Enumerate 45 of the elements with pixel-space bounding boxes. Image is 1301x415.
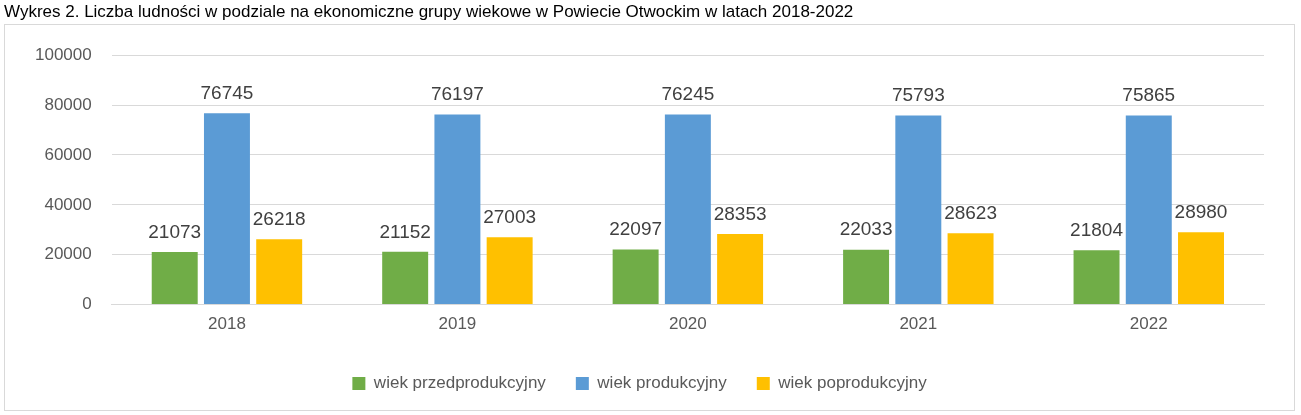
data-label: 22097: [609, 218, 663, 240]
x-tick-label: 2020: [668, 314, 707, 334]
x-tick-label: 2021: [899, 314, 938, 334]
bar: [1125, 115, 1172, 305]
bar: [1178, 232, 1224, 305]
data-label: 21804: [1070, 218, 1124, 240]
bar: [664, 114, 711, 305]
data-label: 75793: [891, 84, 945, 106]
y-tick-label: 40000: [44, 194, 92, 214]
data-label: 21152: [379, 220, 431, 242]
bar: [1073, 250, 1120, 305]
data-label: 27003: [483, 205, 537, 227]
x-tick-label: 2019: [438, 314, 477, 334]
data-label: 76245: [661, 83, 715, 105]
data-label: 75865: [1122, 84, 1176, 106]
data-label: 28623: [944, 201, 997, 223]
y-tick-label: 20000: [44, 244, 92, 264]
data-label: 76745: [200, 81, 254, 103]
data-label: 76197: [430, 83, 484, 105]
bar: [895, 115, 942, 305]
y-tick-label: 80000: [44, 94, 92, 114]
data-label: 22033: [839, 218, 893, 240]
data-label: 26218: [252, 207, 306, 229]
x-tick-label: 2018: [208, 314, 246, 334]
legend-label: wiek produkcyjny: [596, 373, 728, 393]
chart-title: Wykres 2. Liczba ludności w podziale na ekonomiczne grupy wiekowe w Powiecie Otwockim w latach 2018-2022: [3, 1, 855, 23]
x-tick-label: 2022: [1129, 314, 1168, 334]
bar: [717, 233, 764, 305]
bar: [151, 252, 198, 305]
data-label: 21073: [148, 220, 202, 242]
y-tick-label: 100000: [34, 44, 92, 64]
legend-label: wiek poprodukcyjny: [777, 373, 928, 393]
bar: [947, 233, 994, 305]
y-tick-label: 60000: [44, 144, 92, 164]
bar: [612, 249, 659, 305]
bar: [843, 249, 890, 305]
y-tick-label: 0: [82, 294, 92, 314]
data-label: 28980: [1174, 201, 1228, 223]
bar: [434, 114, 481, 305]
bar: [203, 113, 250, 305]
legend-label: wiek przedprodukcyjny: [372, 373, 547, 393]
bar: [382, 251, 429, 305]
bar: [486, 237, 533, 305]
bar: [256, 239, 303, 305]
data-label: 28353: [713, 202, 767, 224]
